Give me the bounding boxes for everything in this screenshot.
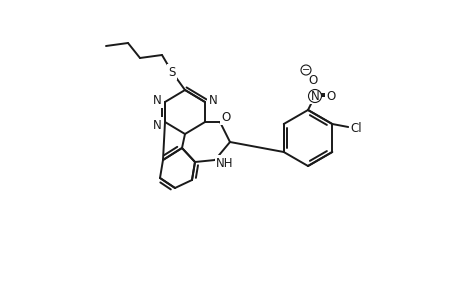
Text: N: N xyxy=(310,89,319,103)
Text: −: − xyxy=(301,65,309,75)
Text: N: N xyxy=(152,118,161,131)
Text: NH: NH xyxy=(216,157,233,169)
Text: O: O xyxy=(308,74,317,86)
Text: Cl: Cl xyxy=(350,122,361,134)
Text: N: N xyxy=(208,94,217,106)
Text: S: S xyxy=(168,65,175,79)
Text: N: N xyxy=(152,94,161,106)
Text: O: O xyxy=(326,89,335,103)
Text: O: O xyxy=(221,110,230,124)
